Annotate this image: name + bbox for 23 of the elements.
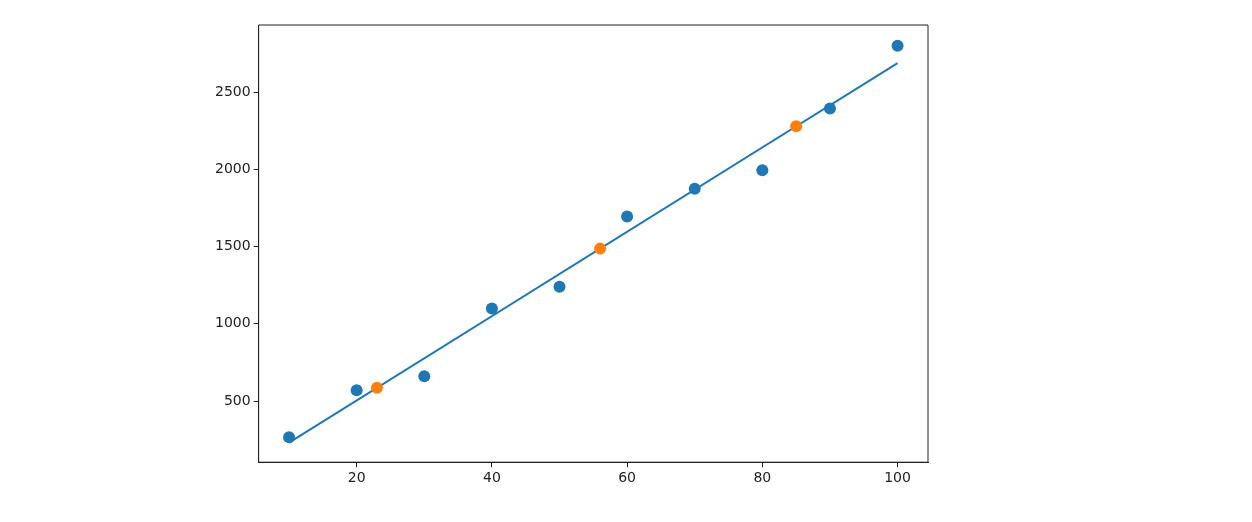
- point: [594, 242, 607, 255]
- point: [350, 384, 363, 397]
- point: [756, 164, 769, 177]
- x-tick-label: 60: [618, 469, 637, 486]
- point: [823, 102, 836, 115]
- point: [891, 39, 904, 52]
- y-tick-label: 1000: [214, 314, 251, 331]
- y-tick-label: 2500: [214, 82, 251, 99]
- point: [553, 280, 566, 293]
- point: [485, 302, 498, 315]
- point: [621, 210, 634, 223]
- x-tick-label: 80: [753, 469, 772, 486]
- point: [790, 120, 803, 133]
- point: [283, 431, 296, 444]
- point: [688, 182, 701, 195]
- x-tick-label: 20: [347, 469, 366, 486]
- x-tick-label: 100: [884, 469, 911, 486]
- point: [418, 370, 431, 383]
- y-tick-label: 500: [223, 391, 251, 408]
- point: [370, 381, 383, 394]
- y-tick-label: 2000: [214, 160, 251, 177]
- y-tick-label: 1500: [214, 237, 251, 254]
- x-tick-label: 40: [482, 469, 501, 486]
